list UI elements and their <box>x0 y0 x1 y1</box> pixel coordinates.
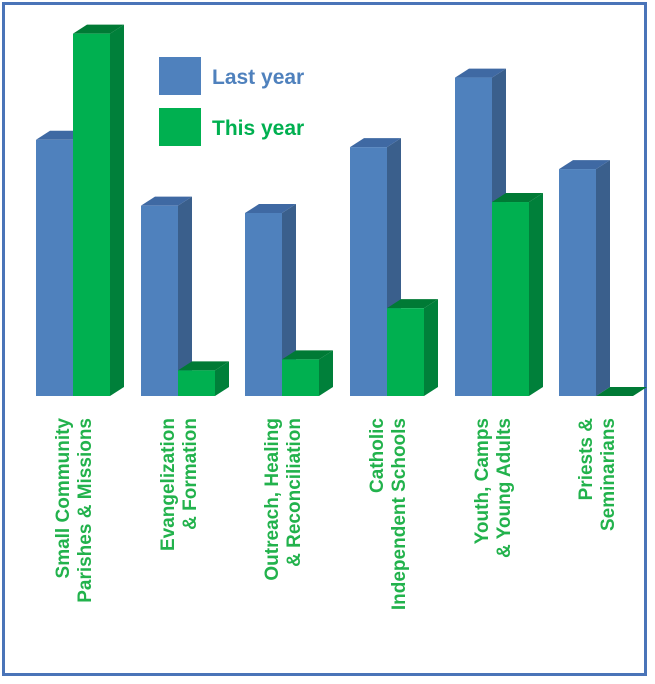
bar-this-year-2 <box>282 350 333 396</box>
bar-this-year-1 <box>178 361 229 396</box>
category-labels: Small CommunityParishes & Missions Evange… <box>53 418 619 611</box>
legend-label: Last year <box>212 66 304 89</box>
bar-this-year-5 <box>596 387 647 396</box>
bar-last-year-5 <box>559 160 610 396</box>
bar-last-year-1 <box>141 196 192 396</box>
category-label-2: Outreach, Healing& Reconciliation <box>262 418 305 581</box>
category-label-0: Small CommunityParishes & Missions <box>53 418 96 603</box>
bar-this-year-4 <box>492 193 543 396</box>
bar-this-year-0 <box>73 24 124 396</box>
chart-frame <box>2 2 647 676</box>
legend: Last year This year <box>159 57 304 146</box>
legend-item-this-year: This year <box>159 108 304 146</box>
legend-label: This year <box>212 117 304 140</box>
category-label-3: CatholicIndependent Schools <box>367 418 410 611</box>
category-label-1: Evangelization& Formation <box>158 418 201 551</box>
category-label-5: Priests &Seminarians <box>576 418 619 531</box>
bar-this-year-3 <box>387 299 438 396</box>
legend-swatch <box>159 108 201 146</box>
category-label-4: Youth, Camps& Young Adults <box>472 418 515 558</box>
bars-group <box>36 24 647 397</box>
legend-item-last-year: Last year <box>159 57 304 95</box>
bar-last-year-2 <box>245 204 296 396</box>
legend-swatch <box>159 57 201 95</box>
